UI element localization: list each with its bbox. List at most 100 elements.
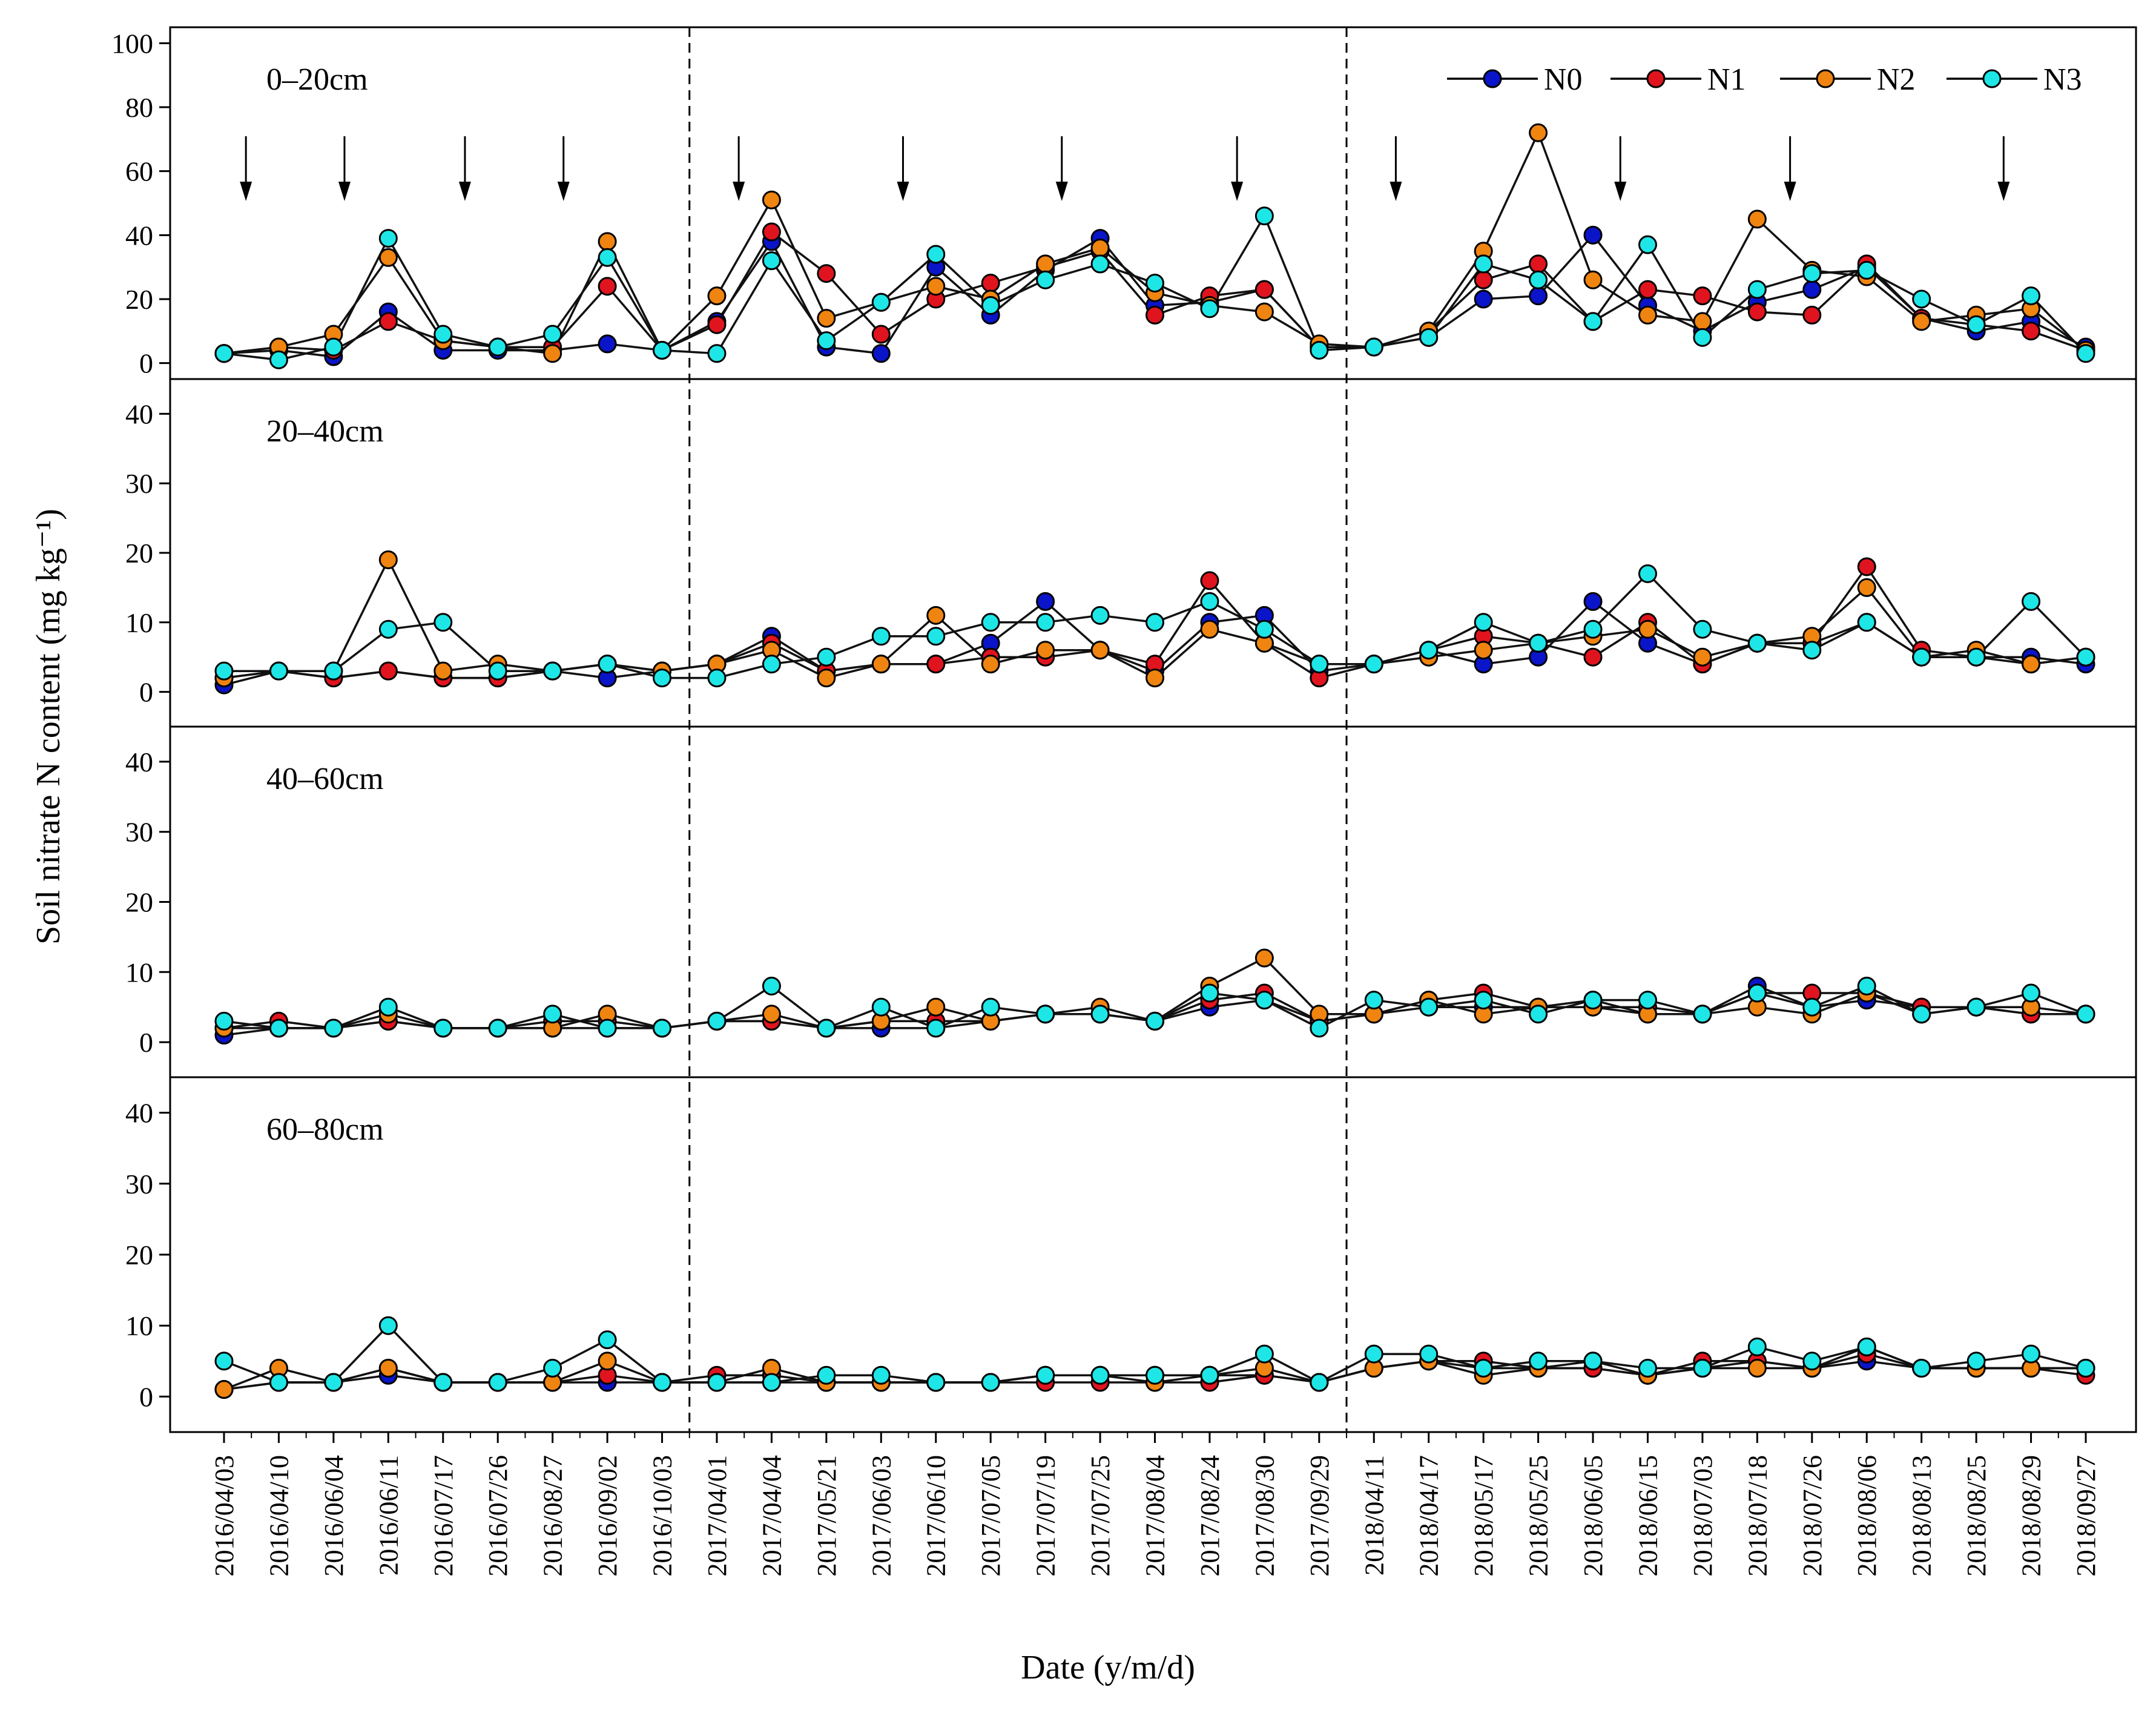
point-3-N3-18: [1200, 1365, 1219, 1385]
x-tick-label-0: 2016/04/03: [209, 1455, 239, 1576]
point-0-N3-21: [1364, 337, 1383, 357]
arrow-head-1: [338, 182, 351, 201]
point-2-N3-2: [324, 1018, 343, 1038]
point-1-N3-15: [1036, 613, 1055, 632]
point-2-N3-15: [1036, 1005, 1055, 1024]
point-1-N3-24: [1529, 633, 1548, 653]
point-0-N3-9: [707, 344, 727, 363]
point-1-N3-12: [871, 627, 891, 646]
point-1-N3-9: [707, 668, 727, 688]
point-0-N3-10: [762, 251, 781, 271]
point-3-N3-27: [1693, 1359, 1712, 1378]
point-0-N3-5: [488, 337, 507, 357]
x-tick-label-33: 2018/08/29: [2017, 1455, 2046, 1576]
point-2-N3-5: [488, 1018, 507, 1038]
point-0-N3-2: [324, 337, 343, 357]
point-0-N1-12: [871, 325, 891, 344]
point-3-N3-1: [269, 1373, 288, 1392]
point-2-N2-13: [926, 997, 946, 1017]
point-0-N1-10: [762, 222, 781, 242]
point-0-N3-25: [1583, 312, 1603, 331]
point-3-N2-7: [598, 1352, 617, 1371]
point-3-N3-21: [1364, 1344, 1383, 1364]
point-1-N1-13: [926, 655, 946, 674]
point-2-N3-18: [1200, 983, 1219, 1003]
point-1-N3-0: [214, 661, 234, 681]
point-0-N0-24: [1529, 286, 1548, 306]
point-1-N3-34: [2076, 647, 2095, 667]
panel-label-2: 40–60cm: [266, 762, 384, 796]
point-3-N3-16: [1090, 1365, 1110, 1385]
point-1-N3-29: [1802, 641, 1822, 660]
point-2-N3-33: [2022, 983, 2041, 1003]
y-tick-label-0-20: 20: [125, 284, 153, 315]
x-tick-label-34: 2018/09/27: [2071, 1455, 2101, 1576]
x-tick-label-27: 2018/07/03: [1688, 1455, 1718, 1576]
point-0-N1-29: [1802, 305, 1822, 325]
point-0-N3-27: [1693, 328, 1712, 347]
point-3-N3-15: [1036, 1365, 1055, 1385]
panel-label-0: 0–20cm: [266, 62, 368, 97]
point-3-N3-7: [598, 1330, 617, 1350]
point-1-N2-14: [981, 655, 1000, 674]
point-0-N2-3: [378, 248, 398, 267]
y-axis-title: Soil nitrate N content (mg kg⁻¹): [30, 509, 67, 945]
y-tick-label-1-20: 20: [125, 538, 153, 569]
x-tick-label-12: 2017/06/03: [866, 1455, 896, 1576]
point-1-N1-18: [1200, 571, 1219, 590]
point-3-N3-14: [981, 1373, 1000, 1392]
point-2-N3-24: [1529, 1005, 1548, 1024]
point-1-N3-7: [598, 655, 617, 674]
point-3-N3-24: [1529, 1352, 1548, 1371]
x-tick-label-11: 2017/05/21: [812, 1455, 842, 1576]
y-tick-label-3-0: 0: [139, 1381, 153, 1412]
y-tick-label-0-60: 60: [125, 156, 153, 187]
point-0-N3-33: [2022, 286, 2041, 306]
point-2-N3-1: [269, 1018, 288, 1038]
point-2-N3-21: [1364, 991, 1383, 1010]
point-0-N2-25: [1583, 270, 1603, 289]
y-tick-label-0-40: 40: [125, 220, 153, 251]
point-1-N2-26: [1638, 619, 1657, 639]
point-0-N3-8: [653, 340, 672, 360]
point-2-N3-22: [1419, 997, 1439, 1017]
x-tick-label-32: 2018/08/25: [1962, 1455, 1991, 1576]
legend-label-N2: N2: [1877, 62, 1916, 97]
point-1-N3-4: [434, 613, 453, 632]
x-tick-label-26: 2018/06/15: [1633, 1455, 1663, 1576]
x-tick-label-1: 2016/04/10: [264, 1455, 294, 1576]
point-1-N2-3: [378, 550, 398, 569]
x-tick-label-4: 2016/07/17: [429, 1455, 458, 1576]
panel-label-1: 20–40cm: [266, 414, 384, 449]
legend-label-N1: N1: [1707, 62, 1746, 97]
point-1-N2-13: [926, 606, 946, 625]
point-0-N2-10: [762, 190, 781, 210]
x-tick-label-15: 2017/07/19: [1031, 1455, 1061, 1576]
point-3-N3-20: [1310, 1373, 1329, 1392]
legend-label-N3: N3: [2043, 62, 2082, 97]
point-2-N3-30: [1857, 976, 1876, 995]
x-tick-label-2: 2016/06/04: [319, 1455, 349, 1576]
point-1-N2-18: [1200, 619, 1219, 639]
point-3-N2-0: [214, 1380, 234, 1399]
y-tick-label-1-10: 10: [125, 607, 153, 638]
point-3-N3-31: [1912, 1359, 1931, 1378]
arrow-head-4: [733, 182, 745, 201]
y-tick-label-0-80: 80: [125, 92, 153, 123]
point-2-N3-28: [1747, 983, 1767, 1003]
point-0-N3-11: [817, 331, 836, 351]
point-3-N3-33: [2022, 1344, 2041, 1364]
y-tick-label-3-40: 40: [125, 1098, 153, 1129]
point-3-N3-32: [1966, 1352, 1986, 1371]
point-0-N3-28: [1747, 280, 1767, 299]
point-1-N2-27: [1693, 647, 1712, 667]
point-0-N3-22: [1419, 328, 1439, 347]
point-0-N2-9: [707, 286, 727, 306]
point-0-N1-27: [1693, 286, 1712, 306]
point-2-N3-34: [2076, 1005, 2095, 1024]
point-2-N3-9: [707, 1011, 727, 1031]
point-0-N1-9: [707, 315, 727, 334]
point-1-N0-25: [1583, 592, 1603, 611]
point-0-N1-7: [598, 277, 617, 296]
point-1-N3-13: [926, 627, 946, 646]
